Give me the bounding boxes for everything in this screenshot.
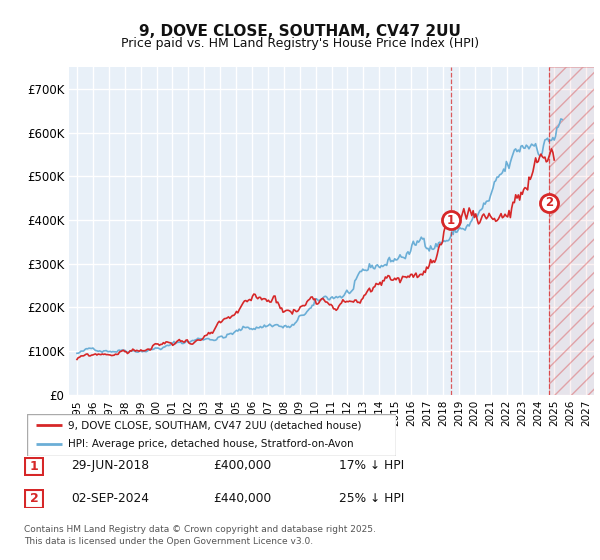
Text: 9, DOVE CLOSE, SOUTHAM, CV47 2UU: 9, DOVE CLOSE, SOUTHAM, CV47 2UU (139, 24, 461, 39)
Text: 29-JUN-2018: 29-JUN-2018 (71, 459, 149, 473)
Polygon shape (549, 67, 594, 395)
Text: 02-SEP-2024: 02-SEP-2024 (71, 492, 149, 505)
Text: 1: 1 (29, 460, 38, 473)
Text: HPI: Average price, detached house, Stratford-on-Avon: HPI: Average price, detached house, Stra… (68, 439, 353, 449)
Text: Contains HM Land Registry data © Crown copyright and database right 2025.
This d: Contains HM Land Registry data © Crown c… (24, 525, 376, 546)
Text: £400,000: £400,000 (213, 459, 271, 473)
Text: 9, DOVE CLOSE, SOUTHAM, CV47 2UU (detached house): 9, DOVE CLOSE, SOUTHAM, CV47 2UU (detach… (68, 421, 361, 430)
Text: 2: 2 (29, 492, 38, 506)
Text: 1: 1 (446, 213, 455, 227)
Text: Price paid vs. HM Land Registry's House Price Index (HPI): Price paid vs. HM Land Registry's House … (121, 37, 479, 50)
Text: £440,000: £440,000 (213, 492, 271, 505)
Text: 2: 2 (545, 196, 553, 209)
Text: 25% ↓ HPI: 25% ↓ HPI (339, 492, 404, 505)
Text: 17% ↓ HPI: 17% ↓ HPI (339, 459, 404, 473)
